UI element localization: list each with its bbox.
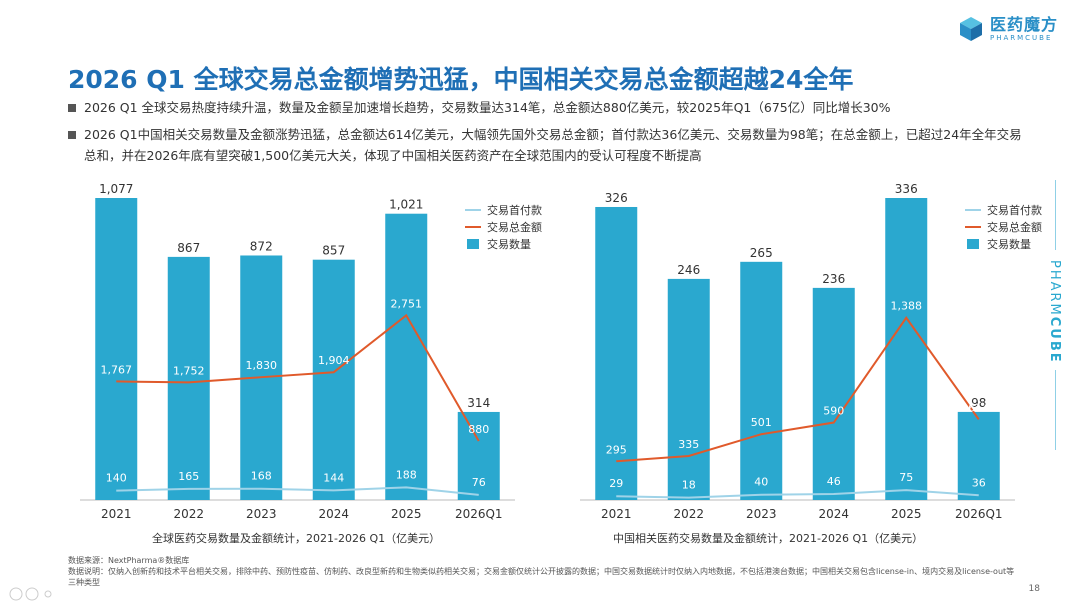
logo-cn-text: 医药魔方 (989, 14, 1058, 34)
legend-label: 交易总金额 (987, 220, 1042, 234)
upfront-label: 188 (396, 468, 417, 481)
china-deals-chart: 326 2021 246 2022 265 2023 236 2024 336 2025 98 202… (580, 182, 1042, 521)
slide-nav-icons[interactable] (8, 586, 52, 602)
x-tick-label: 2022 (173, 507, 204, 521)
upfront-label: 140 (106, 472, 127, 485)
legend-label: 交易首付款 (987, 203, 1042, 217)
x-tick-label: 2025 (891, 507, 922, 521)
bar-2025 (885, 198, 928, 500)
x-tick-label: 2026Q1 (955, 507, 1003, 521)
total-amount-label: 501 (751, 416, 772, 429)
bar-label: 1,021 (389, 198, 423, 212)
bar-2021 (95, 198, 138, 500)
bullet-item-2: 2026 Q1中国相关交易数量及金额涨势迅猛，总金额达614亿美元，大幅领先国外… (68, 124, 1028, 166)
upfront-line (616, 489, 979, 499)
x-tick-label: 2023 (246, 507, 277, 521)
x-tick-label: 2021 (101, 507, 132, 521)
bar-2025 (385, 213, 428, 500)
legend-label: 交易数量 (987, 237, 1031, 251)
bar-2021 (595, 206, 638, 500)
upfront-label: 29 (609, 477, 623, 490)
bar-2024 (312, 259, 355, 500)
source-note: 数据来源：NextPharma®数据库 (68, 556, 190, 565)
total-amount-label: 1,904 (318, 354, 350, 367)
bar-label: 236 (822, 272, 845, 286)
bar-2026Q1 (457, 411, 500, 500)
china-chart-caption: 中国相关医药交易数量及金额统计，2021-2026 Q1（亿美元） (613, 532, 924, 545)
side-divider-bottom (1055, 370, 1056, 450)
upfront-label: 168 (251, 470, 272, 483)
bar-2023 (740, 261, 783, 500)
bar-label: 336 (895, 182, 918, 196)
bar-2022 (167, 256, 210, 500)
global-chart-caption: 全球医药交易数量及金额统计，2021-2026 Q1（亿美元） (152, 532, 441, 545)
page-number: 18 (1028, 584, 1040, 594)
legend-swatch (967, 239, 979, 249)
bar-2022 (667, 278, 710, 500)
x-tick-label: 2021 (601, 507, 632, 521)
x-tick-label: 2025 (391, 507, 422, 521)
method-note: 数据说明：仅纳入创新药和技术平台相关交易，排除中药、预防性疫苗、仿制药、改良型新… (68, 567, 1015, 587)
bar-label: 246 (677, 263, 700, 277)
bullet-item-1: 2026 Q1 全球交易热度持续升温，数量及金额呈加速增长趋势，交易数量达314… (68, 97, 1028, 118)
bar-label: 265 (750, 246, 773, 260)
bar-label: 1,077 (99, 182, 133, 196)
total-amount-line (116, 313, 480, 442)
upfront-label: 76 (472, 476, 486, 489)
side-brand-text: PHARMCUBE (1047, 260, 1062, 364)
upfront-label: 46 (827, 475, 841, 488)
upfront-label: 36 (972, 476, 986, 489)
page-title: 2026 Q1 全球交易总金额增势迅猛，中国相关交易总金额超越24全年 (68, 65, 854, 94)
total-amount-label: 295 (606, 443, 627, 456)
legend-label: 交易总金额 (487, 220, 542, 234)
bar-label: 98 (971, 396, 986, 410)
legend-swatch (467, 239, 479, 249)
global-deals-chart: 1,077 2021 867 2022 872 2023 857 2024 1,021 2025 3… (80, 182, 542, 521)
bar-label: 314 (467, 396, 490, 410)
bar-2026Q1 (957, 411, 1000, 500)
total-amount-label: 335 (678, 438, 699, 451)
total-amount-label: 1,388 (891, 300, 923, 313)
bar-2024 (812, 287, 855, 500)
side-divider-top (1055, 180, 1056, 250)
total-amount-label: 880 (468, 423, 489, 436)
bar-label: 867 (177, 241, 200, 255)
upfront-label: 75 (899, 471, 913, 484)
upfront-label: 144 (323, 471, 344, 484)
bar-label: 857 (322, 244, 345, 258)
x-tick-label: 2023 (746, 507, 777, 521)
total-amount-label: 1,752 (173, 364, 205, 377)
total-amount-label: 590 (823, 405, 844, 418)
bar-label: 872 (250, 239, 273, 253)
x-tick-label: 2022 (673, 507, 704, 521)
upfront-label: 165 (178, 470, 199, 483)
x-tick-label: 2024 (818, 507, 849, 521)
x-tick-label: 2024 (318, 507, 349, 521)
upfront-line (116, 486, 479, 496)
total-amount-label: 2,751 (391, 297, 423, 310)
cube-logo-icon (959, 17, 982, 41)
bar-label: 326 (605, 191, 628, 205)
upfront-label: 18 (682, 479, 696, 492)
total-amount-label: 1,830 (246, 359, 278, 372)
total-amount-label: 1,767 (101, 363, 133, 376)
total-amount-line (616, 316, 980, 463)
total-amount-label: 614 (968, 401, 989, 414)
bullet-list: 2026 Q1 全球交易热度持续升温，数量及金额呈加速增长趋势，交易数量达314… (68, 97, 1028, 172)
legend-label: 交易首付款 (487, 203, 542, 217)
legend-label: 交易数量 (487, 237, 531, 251)
brand-logo: 医药魔方 PHARMCUBE (958, 16, 1058, 42)
footnotes: 数据来源：NextPharma®数据库 数据说明：仅纳入创新药和技术平台相关交易… (68, 555, 1018, 588)
upfront-label: 40 (754, 476, 768, 489)
x-tick-label: 2026Q1 (455, 507, 503, 521)
logo-en-text: PHARMCUBE (989, 33, 1053, 42)
